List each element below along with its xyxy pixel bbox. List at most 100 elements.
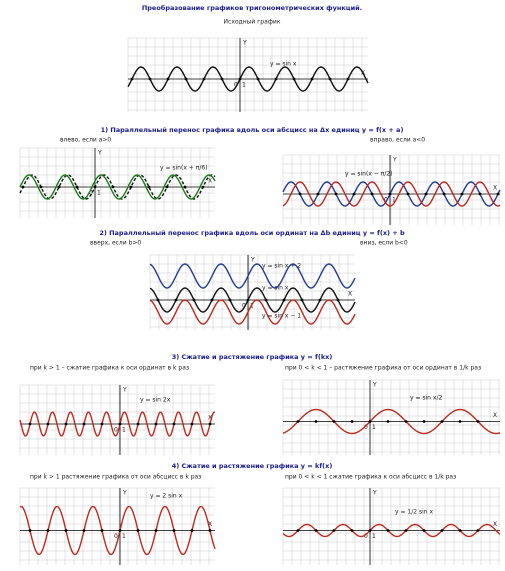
origin-label: 0 [114, 533, 118, 540]
zero-dot [346, 77, 350, 81]
zero-dot [314, 420, 318, 423]
unit-label: 1 [392, 197, 396, 204]
note: влево, если a>0 [60, 137, 111, 144]
zero-dot [478, 192, 482, 196]
zero-dot [174, 298, 178, 302]
heading: 1) Параллельный перенос графика вдоль ос… [101, 126, 404, 134]
origin-label: 0 [114, 427, 118, 434]
zero-dot [316, 192, 320, 196]
zero-dot [296, 420, 300, 423]
unit-label: 1 [122, 533, 126, 540]
title: Преобразование графиков тригонометрическ… [142, 4, 362, 12]
zero-dot [57, 185, 61, 189]
axis-letter: X [493, 521, 497, 528]
zero-dot [129, 185, 133, 189]
graph-label: y = sin x [270, 61, 297, 68]
zero-dot [332, 529, 336, 532]
origin-label: 0 [242, 303, 246, 310]
axis-letter: Y [250, 257, 255, 264]
zero-dot [256, 77, 260, 81]
axis-letter: X [348, 291, 352, 298]
zero-dot [28, 529, 32, 532]
zero-dot [190, 422, 194, 426]
zero-dot [21, 185, 25, 189]
zero-dot [296, 529, 300, 532]
note: вправо, если a<0 [370, 137, 425, 144]
zero-dot [156, 298, 160, 302]
zero-dot [147, 185, 151, 189]
origin-label: 0 [364, 533, 368, 540]
zero-dot [165, 185, 169, 189]
axis-letter: Y [372, 490, 377, 497]
curve [19, 174, 216, 200]
zero-dot [93, 185, 97, 189]
curve [282, 523, 501, 538]
zero-dot [183, 185, 187, 189]
note: вниз, если b<0 [360, 240, 408, 247]
zero-dot [440, 420, 444, 423]
zero-dot [460, 192, 464, 196]
zero-dot [166, 77, 170, 81]
axis-letter: Y [392, 157, 397, 164]
graph-label: y = sin 2x [140, 397, 171, 404]
curve [149, 263, 356, 289]
zero-dot [336, 298, 340, 302]
zero-dot [136, 529, 140, 532]
zero-dot [39, 185, 43, 189]
zero-dot [388, 192, 392, 196]
zero-dot [82, 529, 86, 532]
zero-dot [274, 77, 278, 81]
zero-dot [148, 77, 152, 81]
zero-dot [75, 185, 79, 189]
heading: 3) Сжатие и растяжение графика y = f(kx) [172, 353, 333, 361]
zero-dot [130, 77, 134, 81]
zero-dot [328, 77, 332, 81]
subtitle: Исходный график [224, 19, 281, 26]
unit-label: 1 [122, 427, 126, 434]
zero-dot [318, 298, 322, 302]
zero-dot [440, 529, 444, 532]
zero-dot [458, 529, 462, 532]
zero-dot [208, 422, 212, 426]
graph-label: y = sin x [262, 285, 289, 292]
zero-dot [368, 420, 372, 423]
zero-dot [192, 298, 196, 302]
zero-dot [334, 192, 338, 196]
axis-letter: X [208, 415, 212, 422]
zero-dot [172, 529, 176, 532]
zero-dot [82, 422, 86, 426]
unit-label: 1 [250, 303, 254, 310]
zero-dot [314, 529, 318, 532]
axis-letter: Y [122, 387, 127, 394]
zero-dot [406, 192, 410, 196]
zero-dot [220, 77, 224, 81]
curve [19, 505, 216, 556]
axis-letter: Y [122, 490, 127, 497]
zero-dot [64, 422, 68, 426]
axis-letter: X [493, 412, 497, 419]
axis-letter: X [493, 185, 497, 192]
zero-dot [201, 185, 205, 189]
graph-label: y = sin x/2 [410, 395, 442, 402]
origin-label: 0 [234, 82, 238, 89]
zero-dot [46, 529, 50, 532]
zero-dot [246, 298, 250, 302]
axis-letter: Y [372, 382, 377, 389]
zero-dot [282, 298, 286, 302]
unit-label: 1 [372, 533, 376, 540]
zero-dot [264, 298, 268, 302]
curve [19, 174, 216, 200]
unit-label: 1 [372, 424, 376, 431]
heading: 2) Параллельный перенос графика вдоль ос… [99, 229, 405, 237]
zero-dot [100, 529, 104, 532]
zero-dot [28, 422, 32, 426]
zero-dot [496, 192, 500, 196]
zero-dot [350, 420, 354, 423]
curve [282, 408, 501, 435]
graph-label: y = sin(x + π/6) [160, 165, 208, 172]
note: при k > 1 – сжатие графика к оси ординат… [30, 365, 189, 372]
axis-letter: Y [97, 150, 102, 157]
axis-letter: X [208, 521, 212, 528]
zero-dot [292, 77, 296, 81]
